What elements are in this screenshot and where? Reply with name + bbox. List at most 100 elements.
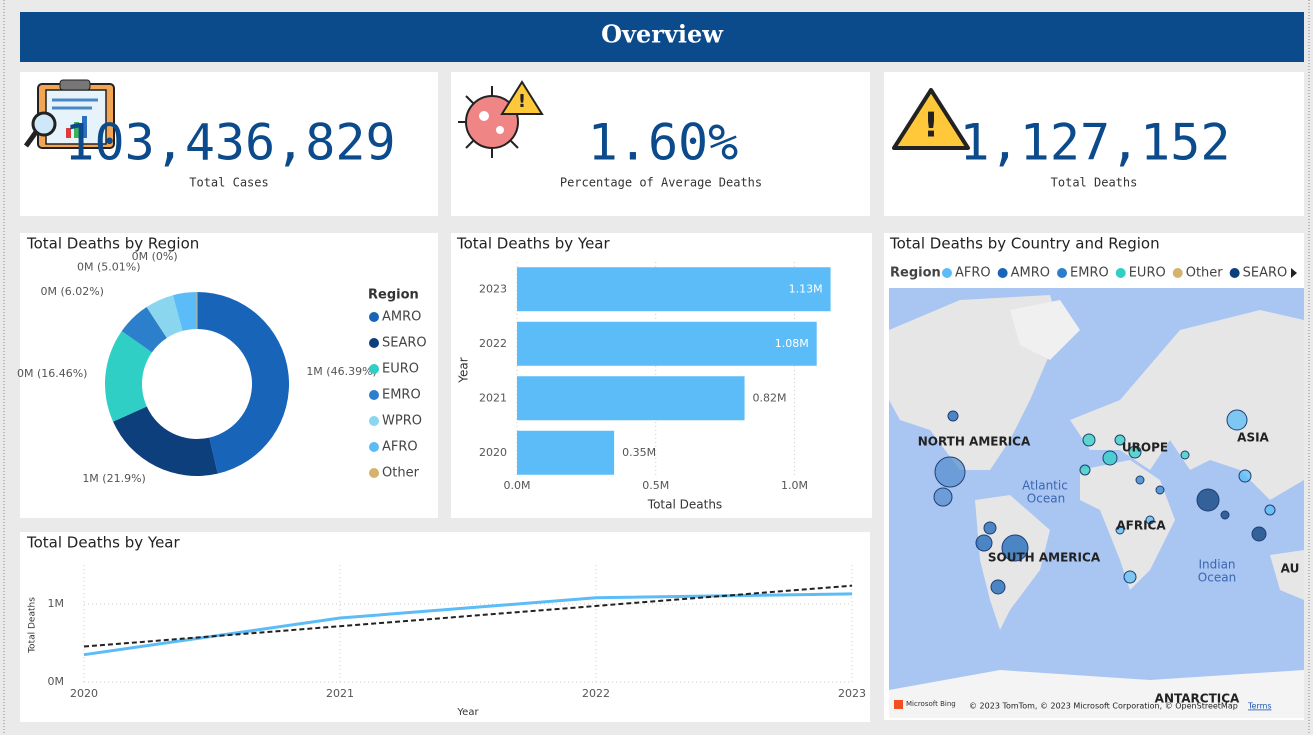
data-label: 1M (46.39%) xyxy=(306,365,377,378)
map-label: ANTARCTICA xyxy=(1155,692,1240,706)
map-label: UROPE xyxy=(1122,441,1168,455)
chart-title: Total Deaths by Country and Region xyxy=(889,235,1160,253)
legend-swatch xyxy=(369,390,379,400)
legend-label: SEARO xyxy=(1243,266,1288,281)
legend-label: EURO xyxy=(1129,266,1166,281)
x-tick-label: 2023 xyxy=(838,687,866,700)
donut-slice xyxy=(105,331,153,422)
x-tick-label: 2020 xyxy=(70,687,98,700)
legend-label: EMRO xyxy=(1070,266,1109,281)
map-label: AFRICA xyxy=(1116,519,1166,533)
bing-text: Microsoft Bing xyxy=(906,700,956,708)
legend-title: Region xyxy=(890,266,941,281)
x-tick-label: 2021 xyxy=(326,687,354,700)
legend-title: Region xyxy=(368,288,419,303)
legend-label: AMRO xyxy=(382,310,421,325)
card-label: Total Cases xyxy=(189,176,268,190)
data-label: 0M (6.02%) xyxy=(40,285,104,298)
data-label: 0M (0%) xyxy=(132,250,178,263)
legend-label: AFRO xyxy=(955,266,991,281)
map-label: SOUTH AMERICA xyxy=(988,551,1101,565)
header-title: Overview xyxy=(601,20,724,49)
x-tick-label: 0.5M xyxy=(642,479,669,492)
data-label: 1.08M xyxy=(775,337,809,350)
legend-swatch xyxy=(369,468,379,478)
data-label: 1.13M xyxy=(789,282,823,295)
legend-swatch xyxy=(369,416,379,426)
y-axis-label: Year xyxy=(457,357,471,383)
map-label: Ocean xyxy=(1198,571,1236,585)
data-label: 0M (16.46%) xyxy=(17,367,88,380)
chart-title: Total Deaths by Region xyxy=(26,235,199,253)
card-value: 103,436,829 xyxy=(64,114,395,172)
bing-logo xyxy=(894,700,903,709)
y-tick-label: 2023 xyxy=(479,282,507,295)
card-label: Total Deaths xyxy=(1051,176,1138,190)
legend-swatch xyxy=(1057,268,1068,278)
donut-slice xyxy=(121,307,167,353)
card-value: 1.60% xyxy=(588,114,739,172)
x-tick-label: 2022 xyxy=(582,687,610,700)
card-label: Percentage of Average Deaths xyxy=(560,176,762,190)
data-label: 0.82M xyxy=(753,391,787,404)
legend-swatch xyxy=(1172,268,1183,278)
legend-label: EURO xyxy=(382,362,419,377)
map-terms[interactable]: Terms xyxy=(1247,702,1272,711)
virus-icon: ! xyxy=(458,80,544,158)
y-tick-label: 2022 xyxy=(479,337,507,350)
x-axis-label: Total Deaths xyxy=(647,498,722,512)
y-tick-label: 1M xyxy=(48,597,65,610)
chart-title: Total Deaths by Year xyxy=(26,534,180,552)
legend-swatch xyxy=(997,268,1008,278)
donut-slice xyxy=(146,295,183,338)
legend-label: SEARO xyxy=(382,336,427,351)
data-label: 0M (5.01%) xyxy=(77,260,141,273)
legend-swatch xyxy=(369,364,379,374)
y-tick-label: 2021 xyxy=(479,391,507,404)
legend-label: EMRO xyxy=(382,388,421,403)
bar xyxy=(517,321,817,366)
panel xyxy=(20,233,438,518)
map-label: NORTH AMERICA xyxy=(918,435,1031,449)
panel xyxy=(20,532,870,722)
bar xyxy=(517,267,831,312)
warning-icon: ! xyxy=(892,88,970,150)
legend-label: AMRO xyxy=(1011,266,1050,281)
legend-scroll[interactable] xyxy=(1291,268,1297,278)
map-label: ASIA xyxy=(1237,431,1269,445)
legend-swatch xyxy=(1229,268,1240,278)
bar xyxy=(517,376,745,421)
data-label: 1M (21.9%) xyxy=(82,472,146,485)
data-label: 0.35M xyxy=(622,446,656,459)
legend-label: WPRO xyxy=(382,414,422,429)
legend-swatch xyxy=(369,442,379,452)
svg-text:!: ! xyxy=(518,91,526,112)
legend-swatch xyxy=(369,312,379,322)
x-tick-label: 1.0M xyxy=(781,479,808,492)
legend-label: AFRO xyxy=(382,440,418,455)
x-axis-label: Year xyxy=(456,707,479,718)
legend-swatch xyxy=(369,338,379,348)
trend-line xyxy=(83,584,853,648)
y-tick-label: 2020 xyxy=(479,446,507,459)
legend-swatch xyxy=(1115,268,1126,278)
donut-slice xyxy=(113,406,218,476)
y-tick-label: 0M xyxy=(48,675,65,688)
map-label: Ocean xyxy=(1027,492,1065,506)
bar xyxy=(517,430,615,475)
legend-label: Other xyxy=(1186,266,1224,281)
report-icon xyxy=(23,79,115,149)
map-attribution: © 2023 TomTom, © 2023 Microsoft Corporat… xyxy=(969,702,1238,711)
x-tick-label: 0.0M xyxy=(504,479,531,492)
chart-title: Total Deaths by Year xyxy=(456,235,610,253)
y-axis-label: Total Deaths xyxy=(28,597,38,654)
map-label: Atlantic xyxy=(1022,479,1068,493)
map-label: AU xyxy=(1281,562,1300,576)
card-value: 1,127,152 xyxy=(960,114,1231,172)
donut-slice xyxy=(197,292,289,474)
map xyxy=(889,288,1304,718)
legend-swatch xyxy=(942,268,952,278)
legend-label: Other xyxy=(382,466,420,481)
map-label: Indian xyxy=(1198,558,1235,572)
